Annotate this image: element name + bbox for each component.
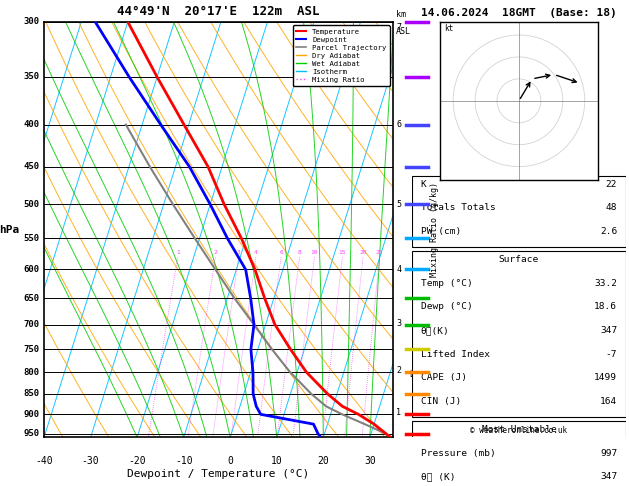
Text: 350: 350 bbox=[24, 72, 40, 82]
Text: 2.6: 2.6 bbox=[600, 227, 617, 236]
Text: 20: 20 bbox=[359, 250, 367, 255]
Text: 850: 850 bbox=[24, 389, 40, 399]
Text: 450: 450 bbox=[24, 162, 40, 171]
Text: © weatheronline.co.uk: © weatheronline.co.uk bbox=[470, 426, 567, 435]
Text: Dewpoint / Temperature (°C): Dewpoint / Temperature (°C) bbox=[128, 469, 309, 479]
Text: Most Unstable: Most Unstable bbox=[482, 425, 556, 434]
Text: 997: 997 bbox=[600, 449, 617, 458]
Legend: Temperature, Dewpoint, Parcel Trajectory, Dry Adiabat, Wet Adiabat, Isotherm, Mi: Temperature, Dewpoint, Parcel Trajectory… bbox=[292, 25, 389, 86]
Text: km: km bbox=[396, 10, 406, 19]
Text: Surface: Surface bbox=[499, 255, 539, 264]
Text: kt: kt bbox=[444, 24, 454, 33]
Text: 1499: 1499 bbox=[594, 373, 617, 382]
Text: PW (cm): PW (cm) bbox=[421, 227, 461, 236]
Text: 4: 4 bbox=[396, 265, 401, 274]
Text: 0: 0 bbox=[227, 456, 233, 466]
Text: 5: 5 bbox=[396, 200, 401, 209]
Text: 44°49'N  20°17'E  122m  ASL: 44°49'N 20°17'E 122m ASL bbox=[118, 5, 320, 18]
Text: 900: 900 bbox=[24, 410, 40, 419]
Text: Mixing Ratio (g/kg): Mixing Ratio (g/kg) bbox=[430, 182, 438, 277]
Text: -30: -30 bbox=[82, 456, 99, 466]
Text: Pressure (mb): Pressure (mb) bbox=[421, 449, 495, 458]
Text: 10: 10 bbox=[311, 250, 318, 255]
Text: 2: 2 bbox=[396, 365, 401, 375]
Text: ASL: ASL bbox=[396, 27, 411, 36]
Text: 1: 1 bbox=[396, 408, 401, 417]
Text: 8: 8 bbox=[298, 250, 301, 255]
Text: 25: 25 bbox=[376, 250, 383, 255]
Text: θᴄ(K): θᴄ(K) bbox=[421, 326, 449, 335]
Text: 347: 347 bbox=[600, 326, 617, 335]
Text: 48: 48 bbox=[606, 204, 617, 212]
Text: 15: 15 bbox=[338, 250, 346, 255]
Text: 3: 3 bbox=[396, 319, 401, 328]
Text: 550: 550 bbox=[24, 234, 40, 243]
Text: 600: 600 bbox=[24, 265, 40, 274]
Text: 14.06.2024  18GMT  (Base: 18): 14.06.2024 18GMT (Base: 18) bbox=[421, 8, 617, 18]
Text: 22: 22 bbox=[606, 180, 617, 189]
Text: -40: -40 bbox=[35, 456, 53, 466]
Text: -20: -20 bbox=[128, 456, 146, 466]
Text: Totals Totals: Totals Totals bbox=[421, 204, 495, 212]
Text: 300: 300 bbox=[24, 17, 40, 26]
Text: Lifted Index: Lifted Index bbox=[421, 350, 489, 359]
Text: 950: 950 bbox=[24, 429, 40, 438]
Text: LCL: LCL bbox=[409, 370, 423, 379]
Text: 7: 7 bbox=[396, 23, 401, 32]
Text: -10: -10 bbox=[175, 456, 192, 466]
Text: 800: 800 bbox=[24, 368, 40, 377]
Text: 400: 400 bbox=[24, 120, 40, 129]
Text: 30: 30 bbox=[364, 456, 376, 466]
Text: 2: 2 bbox=[213, 250, 217, 255]
Text: K: K bbox=[421, 180, 426, 189]
Text: hPa: hPa bbox=[0, 225, 19, 235]
Text: 500: 500 bbox=[24, 200, 40, 209]
Text: 700: 700 bbox=[24, 320, 40, 329]
Text: CAPE (J): CAPE (J) bbox=[421, 373, 467, 382]
Text: Dewp (°C): Dewp (°C) bbox=[421, 302, 472, 312]
Text: Temp (°C): Temp (°C) bbox=[421, 278, 472, 288]
Text: θᴄ (K): θᴄ (K) bbox=[421, 472, 455, 481]
Text: 1: 1 bbox=[175, 250, 179, 255]
Text: 18.6: 18.6 bbox=[594, 302, 617, 312]
Text: 750: 750 bbox=[24, 345, 40, 354]
Text: 347: 347 bbox=[600, 472, 617, 481]
Text: CIN (J): CIN (J) bbox=[421, 397, 461, 406]
Text: 6: 6 bbox=[279, 250, 283, 255]
Text: -7: -7 bbox=[606, 350, 617, 359]
Text: 650: 650 bbox=[24, 294, 40, 303]
Text: 6: 6 bbox=[396, 120, 401, 129]
Text: 164: 164 bbox=[600, 397, 617, 406]
Text: 20: 20 bbox=[318, 456, 329, 466]
Text: 3: 3 bbox=[237, 250, 240, 255]
Text: 4: 4 bbox=[254, 250, 258, 255]
Text: 10: 10 bbox=[271, 456, 282, 466]
Text: 33.2: 33.2 bbox=[594, 278, 617, 288]
